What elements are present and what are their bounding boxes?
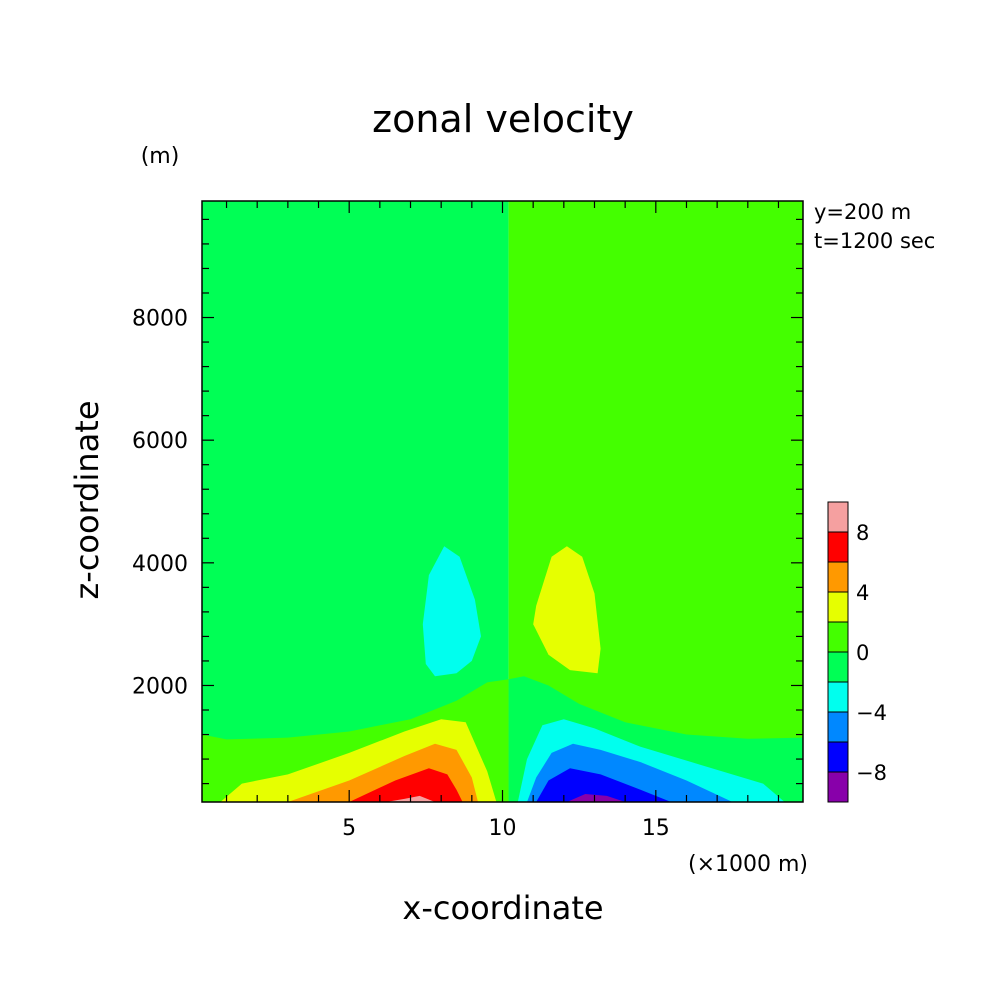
colorbar-swatch — [827, 621, 849, 653]
axes: 5 10 15 2000 4000 6000 8000 — [132, 200, 804, 841]
chart-title: zonal velocity — [372, 97, 634, 141]
colorbar-swatch — [827, 561, 849, 593]
y-axis-label: z-coordinate — [68, 400, 106, 599]
y-tick-label: 6000 — [132, 429, 188, 454]
plot-area — [202, 201, 803, 802]
colorbar-legend: 8 4 0 −4 −8 — [827, 501, 887, 803]
colorbar-label: −4 — [856, 701, 887, 725]
y-tick-label: 4000 — [132, 552, 188, 577]
colorbar-swatch — [827, 681, 849, 713]
contour-upper-yellow-blob — [533, 546, 601, 674]
colorbar-label: 4 — [856, 581, 869, 605]
annotation-time: t=1200 sec — [814, 229, 935, 253]
colorbar-label: 0 — [856, 641, 869, 665]
colorbar-swatch — [827, 711, 849, 743]
annotation-y-slice: y=200 m — [814, 200, 911, 224]
colorbar-label: −8 — [856, 761, 887, 785]
contour-pos-ring-3 — [349, 768, 463, 802]
y-axis-unit: (m) — [141, 144, 180, 169]
x-tick-label: 15 — [642, 816, 670, 841]
contour-neg-ring-4 — [566, 794, 626, 802]
x-tick-label: 5 — [342, 816, 356, 841]
colorbar-swatch — [827, 501, 849, 533]
x-tick-label: 10 — [489, 816, 517, 841]
colorbar-swatch — [827, 651, 849, 683]
colorbar-swatch — [827, 591, 849, 623]
x-axis-unit: (×1000 m) — [688, 852, 808, 877]
x-axis-label: x-coordinate — [402, 889, 603, 927]
contour-upper-cyan-blob — [422, 546, 481, 677]
colorbar-label: 8 — [856, 521, 869, 545]
y-tick-label: 8000 — [132, 307, 188, 332]
y-tick-label: 2000 — [132, 674, 188, 699]
contour-neg-ring-3 — [536, 768, 672, 802]
colorbar-swatch — [827, 531, 849, 563]
colorbar-swatch — [827, 741, 849, 773]
colorbar-swatch — [827, 771, 849, 803]
